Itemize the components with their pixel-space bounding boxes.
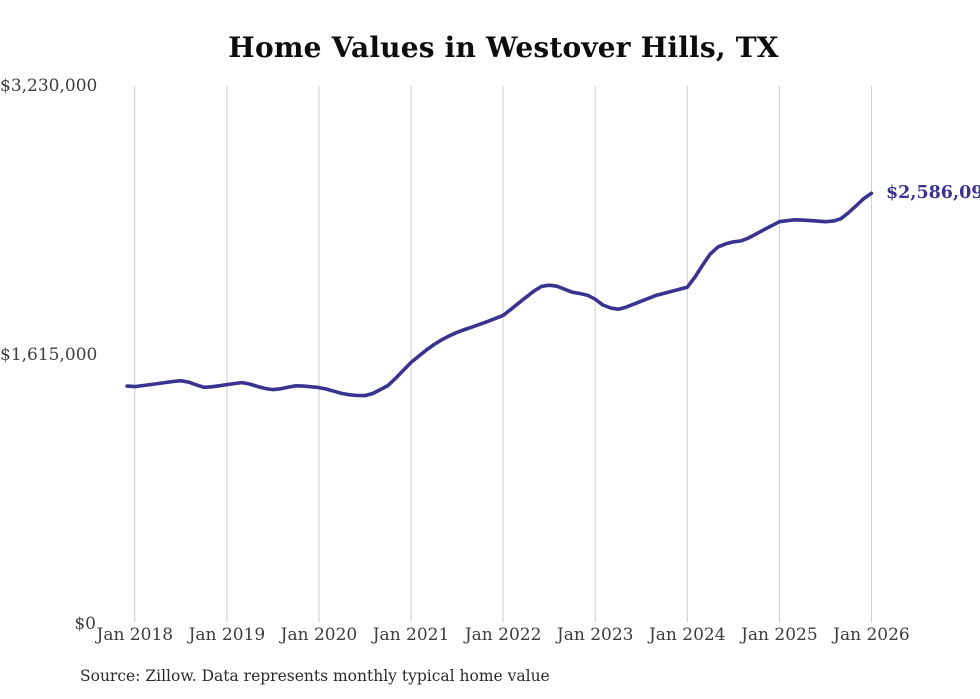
y-axis-tick-label: $1,615,000 [0,345,98,365]
y-axis-tick-label: $3,230,000 [0,76,98,96]
home-value-line [125,191,874,398]
latest-value-label: $2,586,097 [886,183,980,203]
x-axis-tick-label: Jan 2018 [96,625,174,645]
chart-title: Home Values in Westover Hills, TX [228,31,779,64]
x-axis-tick-label: Jan 2024 [648,625,726,645]
source-note: Source: Zillow. Data represents monthly … [80,667,550,685]
x-axis-tick-label: Jan 2019 [188,625,266,645]
x-axis-tick-label: Jan 2021 [372,625,450,645]
x-axis-tick-label: Jan 2022 [464,625,542,645]
x-axis-tick-label: Jan 2020 [280,625,358,645]
x-axis-tick-label: Jan 2025 [741,625,818,645]
x-axis-tick-label: Jan 2023 [556,625,634,645]
y-axis-tick-label: $0 [74,614,96,634]
x-axis-tick-label: Jan 2026 [833,625,910,645]
